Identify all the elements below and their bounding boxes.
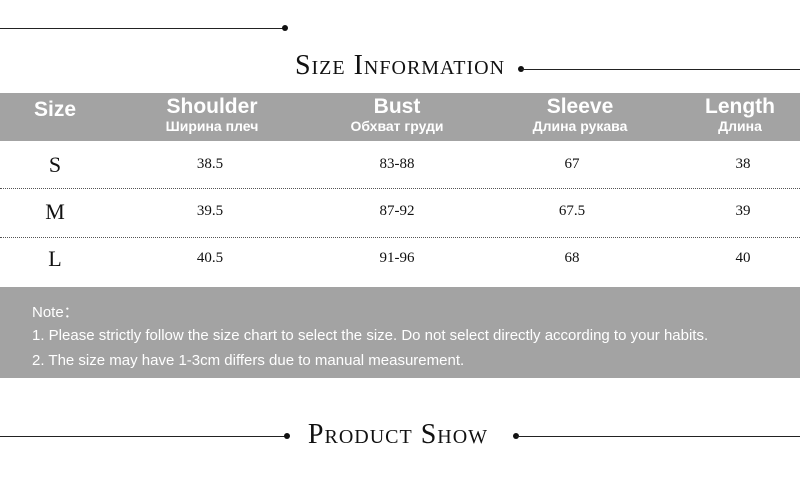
divider-line [521, 69, 800, 70]
table-cell: 87-92 [379, 203, 415, 219]
column-header: Length Длина [650, 93, 800, 141]
column-name: Bust [373, 95, 421, 118]
table-cell: 67 [564, 156, 580, 172]
table-cell: 91-96 [379, 250, 415, 266]
section-title: Product Show [307, 419, 489, 450]
column-subtitle: Ширина плеч [165, 118, 259, 134]
table-cell: 38 [735, 156, 751, 172]
column-header: Shoulder Ширина плеч [122, 93, 302, 141]
table-cell: 40 [735, 250, 751, 266]
table-cell: 67.5 [558, 203, 586, 219]
divider-dot [282, 25, 288, 31]
divider-dot [284, 433, 290, 439]
table-cell: 68 [564, 250, 580, 266]
column-name: Size [33, 98, 77, 121]
table-cell: 83-88 [379, 156, 415, 172]
column-header: Size [0, 93, 145, 144]
note-title: Note： [32, 304, 79, 321]
table-header [0, 93, 800, 141]
column-subtitle: Длина [718, 118, 762, 134]
note-item: 2. The size may have 1-3cm differs due t… [32, 352, 465, 369]
note-item: 1. Please strictly follow the size chart… [32, 327, 709, 344]
section-title: Size Information [294, 50, 506, 81]
column-subtitle: Обхват груди [350, 118, 444, 134]
column-name: Length [705, 95, 775, 118]
column-header: Bust Обхват груди [307, 93, 487, 141]
table-cell: 39 [735, 203, 751, 219]
table-cell: 39.5 [196, 203, 224, 219]
column-header: Sleeve Длина рукава [490, 93, 670, 141]
divider-line [516, 436, 800, 437]
divider-line [0, 28, 285, 29]
note-box [0, 287, 800, 378]
column-subtitle: Длина рукава [532, 118, 628, 134]
size-label: L [48, 245, 62, 271]
column-name: Shoulder [166, 95, 258, 118]
row-separator [0, 237, 800, 238]
table-cell: 38.5 [196, 156, 224, 172]
size-label: S [48, 151, 62, 177]
table-cell: 40.5 [196, 250, 224, 266]
size-label: M [45, 198, 65, 224]
column-name: Sleeve [546, 95, 614, 118]
divider-line [0, 436, 287, 437]
row-separator [0, 188, 800, 189]
